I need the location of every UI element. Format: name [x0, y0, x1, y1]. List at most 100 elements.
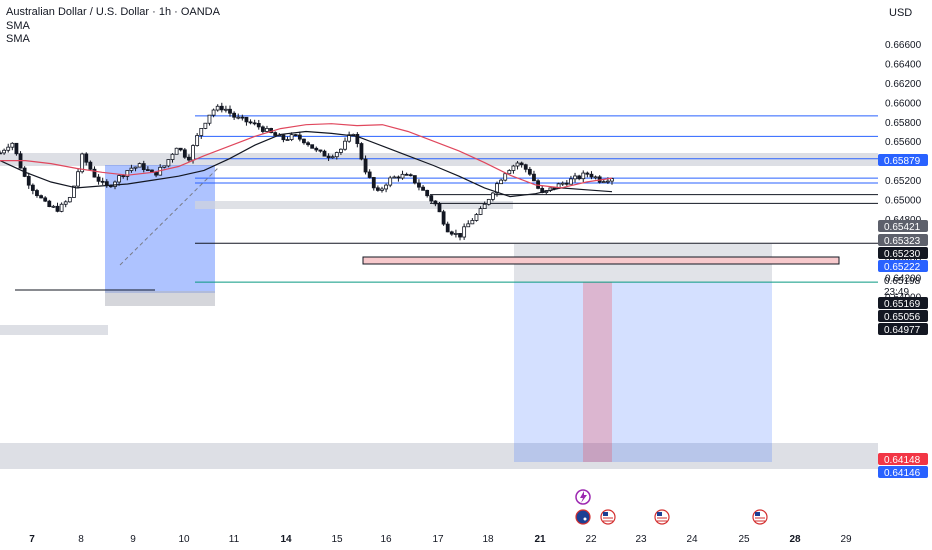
candle-body: [248, 121, 253, 124]
au-flag-icon[interactable]: [575, 509, 591, 525]
price-label: 0.65879: [878, 154, 928, 167]
candle-body: [532, 173, 536, 182]
candle-body: [310, 144, 315, 149]
currency-label: USD: [889, 7, 913, 19]
x-tick-label: 7: [29, 534, 35, 545]
indicator-sma-1[interactable]: SMA: [6, 20, 30, 32]
time-axis[interactable]: 7 8 9 10 11 14 15 16 17 18 21 22 23 24 25 28 29: [29, 534, 852, 545]
candle-body: [577, 175, 582, 180]
x-tick-label: 11: [229, 534, 240, 545]
candle-body: [240, 116, 245, 119]
long-position-base: [105, 291, 215, 306]
price-label: 0.65230: [878, 247, 928, 260]
candle-body: [486, 198, 491, 205]
candle-body: [207, 114, 212, 124]
price-label-text: 0.65198: [884, 276, 921, 287]
candle-body: [191, 145, 195, 161]
candle-body: [593, 176, 598, 179]
candle-body: [137, 163, 142, 168]
candle-body: [145, 169, 150, 172]
x-tick-label: 22: [585, 534, 597, 545]
price-label-text: 0.65169: [884, 299, 921, 310]
candle-body: [215, 105, 220, 111]
candle-body: [59, 203, 64, 212]
indicator-sma-2[interactable]: SMA: [6, 33, 30, 45]
candle-body: [141, 163, 146, 171]
price-label: 0.65323: [878, 234, 928, 247]
sma-fast-line: [0, 130, 613, 198]
candle-body: [67, 197, 72, 203]
y-tick-label: 0.66600: [885, 40, 922, 51]
candle-body: [0, 152, 2, 155]
candle-body: [133, 166, 138, 169]
candle-body: [10, 142, 15, 148]
lightning-event-icon[interactable]: [575, 489, 591, 505]
candle-body: [154, 172, 158, 176]
us-flag-icon[interactable]: [654, 509, 670, 525]
us-flag-icon[interactable]: [752, 509, 768, 525]
candle-body: [343, 140, 347, 150]
candle-body: [585, 172, 590, 175]
candle-body: [482, 203, 487, 209]
us-flag-icon[interactable]: [600, 509, 616, 525]
price-label-bg: [878, 247, 928, 259]
sma-slow-line: [0, 123, 613, 189]
candle-body: [326, 155, 331, 159]
price-label: 0.64148: [878, 453, 928, 466]
candle-body: [527, 168, 532, 175]
candle-body: [392, 176, 397, 179]
price-label-bg: [878, 323, 928, 335]
bottom-demand-zone: [0, 443, 878, 469]
candle-body: [339, 148, 343, 153]
x-tick-label: 14: [280, 534, 292, 545]
y-tick-label: 0.64200: [885, 273, 922, 284]
candle-body: [400, 173, 405, 179]
price-label: 0.65421: [878, 220, 928, 233]
candle-body: [273, 132, 278, 136]
candle-body: [203, 122, 208, 129]
candle-body: [437, 203, 442, 213]
candle-body: [417, 182, 421, 188]
candle-body: [610, 178, 614, 182]
candle-body: [252, 122, 257, 125]
candle-body: [507, 170, 512, 175]
candle-body: [302, 138, 306, 144]
candle-body: [404, 173, 409, 176]
candle-body: [573, 175, 577, 180]
candle-body: [371, 177, 376, 189]
moving-averages: [0, 123, 613, 266]
left-demand-zone: [0, 325, 108, 335]
candle-body: [260, 126, 265, 132]
candle-body: [285, 139, 290, 141]
candle-body: [412, 175, 417, 184]
price-label-text: 0.65056: [884, 312, 921, 323]
candle-body: [121, 175, 126, 177]
x-tick-label: 23: [635, 534, 647, 545]
x-tick-label: 21: [534, 534, 546, 545]
x-tick-label: 15: [331, 534, 343, 545]
candle-body: [425, 189, 430, 197]
candle-body: [224, 108, 228, 111]
candle-body: [35, 190, 39, 197]
candle-body: [232, 112, 237, 118]
price-label-text: 0.65323: [884, 236, 921, 247]
candle-body: [84, 153, 89, 163]
candle-body: [199, 127, 204, 136]
y-tick-label: 0.66200: [885, 79, 922, 90]
candle-body: [462, 226, 467, 238]
candle-body: [601, 181, 606, 183]
candle-body: [515, 162, 520, 167]
candle-body: [30, 184, 35, 191]
candle-body: [72, 185, 76, 198]
candle-body: [499, 179, 504, 185]
candle-body: [454, 233, 458, 235]
candle-body: [265, 128, 269, 132]
candle-body: [100, 180, 105, 183]
candle-body: [441, 211, 446, 225]
target-box: [514, 282, 772, 462]
candle-body: [256, 122, 261, 128]
price-label: 0.65169: [878, 297, 928, 310]
candle-body: [129, 167, 134, 171]
price-label-bg: [878, 220, 928, 232]
